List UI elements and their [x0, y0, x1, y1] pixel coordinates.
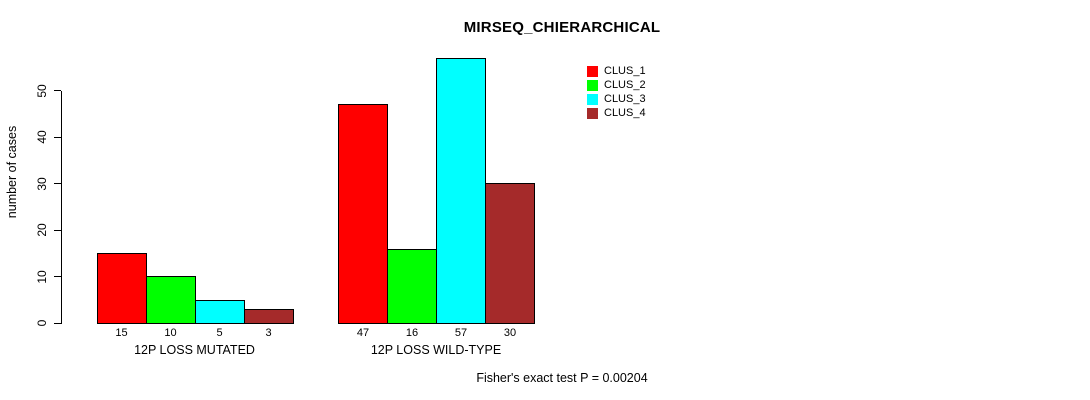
legend-row: CLUS_1: [587, 66, 646, 77]
y-tick: [54, 136, 61, 138]
bar-clus_3-group2: [436, 58, 486, 324]
legend-row: CLUS_3: [587, 94, 646, 105]
bar-value-label: 10: [164, 327, 177, 339]
bar-clus_3-group1: [194, 300, 245, 324]
y-tick-label: 40: [35, 130, 49, 144]
group-label: 12P LOSS MUTATED: [134, 343, 255, 357]
bar-clus_4-group1: [243, 309, 294, 324]
y-axis-line: [61, 90, 62, 324]
legend-row: CLUS_4: [587, 108, 646, 119]
bar-value-label: 16: [405, 327, 419, 339]
legend: CLUS_1 CLUS_2 CLUS_3 CLUS_4: [587, 66, 646, 119]
chart-title: MIRSEQ_CHIERARCHICAL: [463, 19, 661, 36]
y-tick: [54, 322, 61, 324]
y-tick-label: 50: [35, 83, 49, 98]
legend-swatch-clus_2: [587, 80, 598, 91]
y-tick: [54, 183, 61, 184]
legend-label: CLUS_2: [604, 79, 646, 91]
bar-value-label: 15: [115, 327, 128, 339]
legend-swatch-clus_4: [587, 108, 598, 119]
bar-clus_4-group2: [485, 183, 535, 324]
legend-label: CLUS_3: [604, 93, 646, 105]
y-tick-label: 30: [35, 176, 49, 191]
y-tick: [54, 90, 61, 91]
bar-value-label: 30: [503, 327, 517, 339]
fisher-test-note: Fisher's exact test P = 0.00204: [476, 371, 648, 385]
bar-clus_1-group1: [96, 253, 147, 324]
bar-value-label: 3: [265, 327, 272, 339]
y-tick-label: 10: [35, 269, 49, 284]
bar-value-label: 5: [216, 327, 223, 339]
y-axis-label: number of cases: [5, 125, 19, 219]
legend-row: CLUS_2: [587, 80, 646, 91]
legend-label: CLUS_4: [604, 107, 646, 119]
legend-swatch-clus_1: [587, 66, 598, 77]
y-tick: [54, 229, 61, 231]
bar-clus_2-group2: [387, 249, 437, 324]
y-tick-label: 20: [35, 223, 49, 237]
legend-swatch-clus_3: [587, 94, 598, 105]
bar-clus_1-group2: [338, 104, 388, 324]
y-tick-label: 0: [35, 319, 49, 327]
y-tick: [54, 276, 61, 277]
bar-clus_2-group1: [145, 276, 196, 324]
bar-value-label: 47: [356, 327, 370, 339]
group-label: 12P LOSS WILD-TYPE: [370, 343, 502, 357]
legend-label: CLUS_1: [604, 65, 646, 77]
bar-value-label: 57: [454, 327, 468, 339]
